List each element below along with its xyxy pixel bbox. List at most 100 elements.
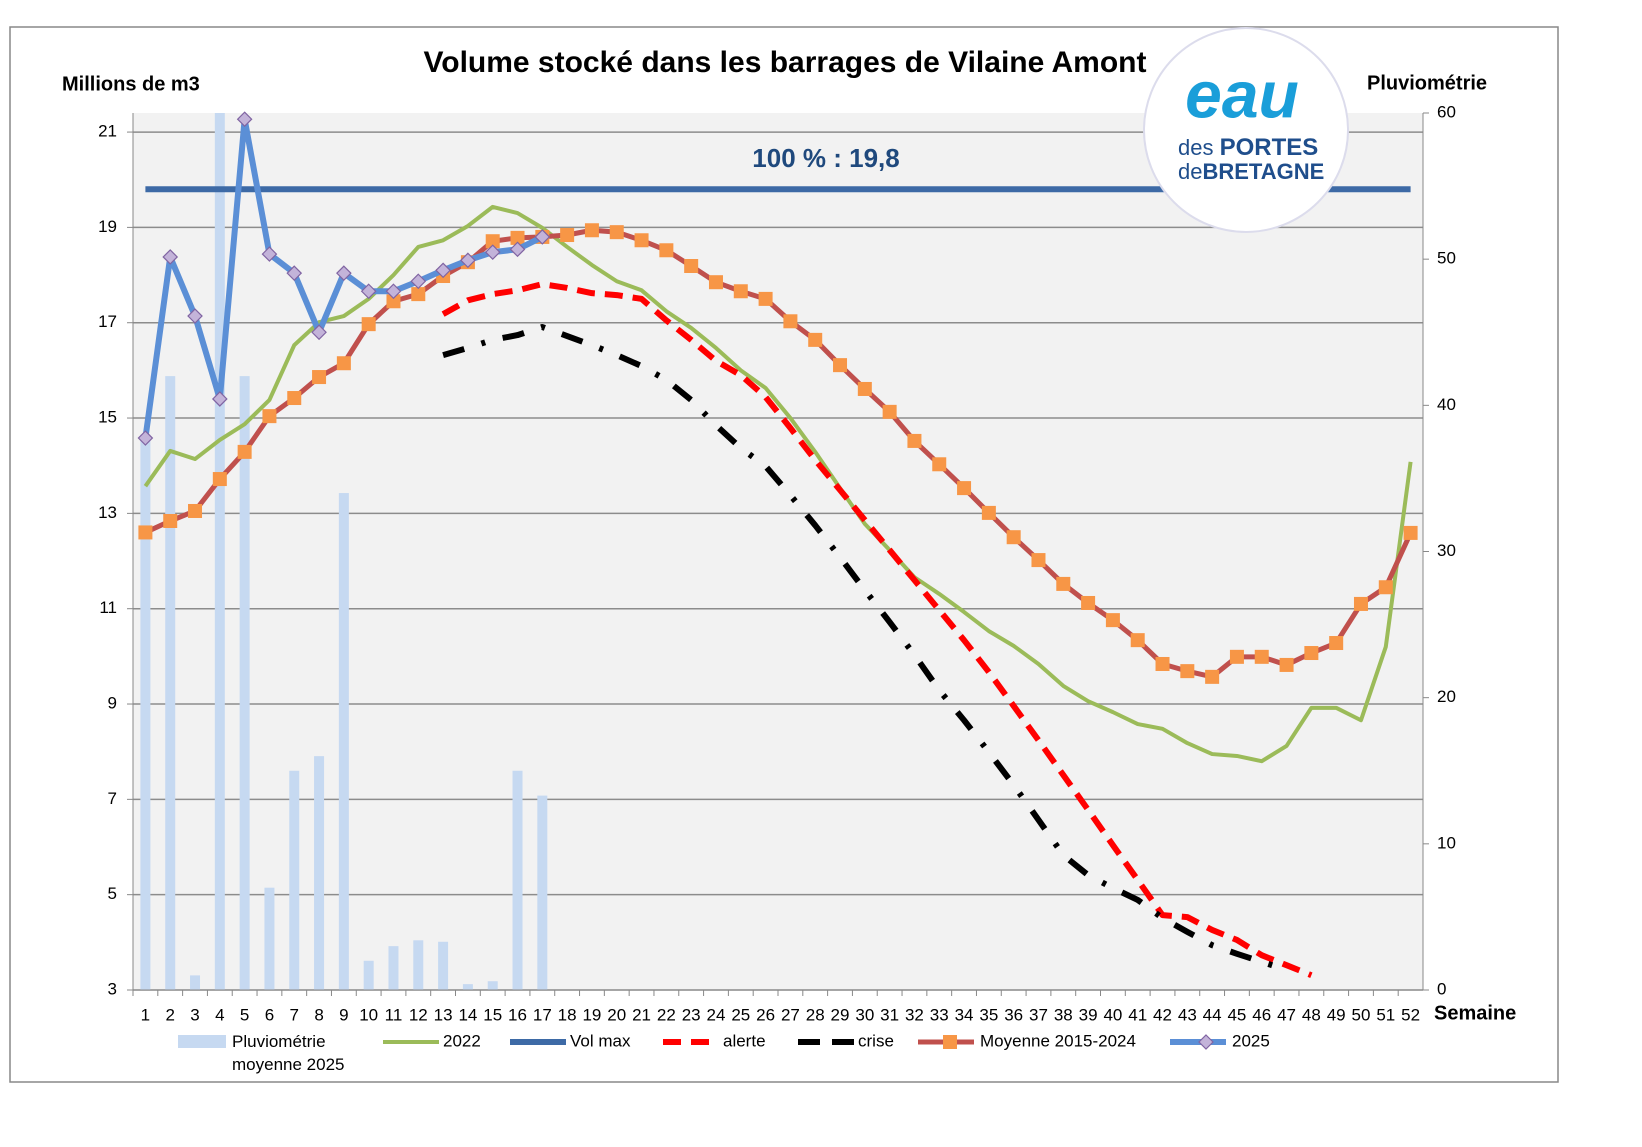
marker [907,433,922,448]
marker [336,356,351,371]
bar [512,770,523,990]
legend-label: Pluviométrie moyenne 2025 [232,1032,345,1074]
x-tick-label: 35 [979,1005,998,1024]
marker [634,233,649,248]
annotation: 100 % : 19,8 [752,143,899,173]
logo-circle [1143,27,1349,233]
x-tick-label: 5 [240,1005,249,1024]
marker [1155,656,1170,671]
marker [560,228,575,243]
marker [137,430,154,446]
x-tick-label: 45 [1227,1005,1246,1024]
x-tick-label: 51 [1376,1005,1395,1024]
marker [1229,649,1244,664]
marker [411,287,426,302]
marker [261,246,278,262]
marker [187,308,203,324]
x-tick-label: 14 [458,1005,477,1024]
y-tick-label: 7 [108,789,117,808]
marker [410,273,427,290]
logo-text: deBRETAGNE [1178,159,1324,184]
x-tick-label: 24 [707,1005,726,1024]
bar [338,493,349,990]
marker [237,444,252,459]
marker [460,252,476,269]
x-tick-label: 20 [607,1005,626,1024]
marker [1081,595,1096,610]
x-tick-label: 48 [1302,1005,1321,1024]
y-tick-label: 11 [99,598,117,617]
x-tick-label: 43 [1178,1005,1197,1024]
x-tick-label: 44 [1203,1005,1222,1024]
marker [882,404,897,419]
x-tick-label: 29 [831,1005,850,1024]
marker [162,249,179,265]
legend-label-box: Pluviométrie moyenne 2025 [232,1032,345,1074]
marker [981,505,996,520]
marker [312,370,327,385]
bar [165,376,176,990]
y2-tick-label: 40 [1437,395,1456,414]
y-tick-label: 17 [98,312,117,331]
x-tick-label: 23 [682,1005,701,1024]
marker [808,332,823,347]
y-tick-label: 9 [108,694,117,713]
marker [584,223,599,238]
x-tick-label: 30 [855,1005,874,1024]
marker [1130,633,1145,648]
bar [314,756,325,990]
bar [537,795,548,990]
x-axis-title: Semaine [1434,1002,1516,1024]
logo-text: des PORTES [1178,134,1318,161]
x-tick-label: 33 [930,1005,949,1024]
logo-word: BRETAGNE [1202,159,1324,184]
marker [510,230,525,245]
x-tick-label: 3 [190,1005,199,1024]
x-tick-label: 28 [806,1005,825,1024]
x-tick-label: 7 [290,1005,299,1024]
logo-word: de [1178,159,1202,184]
bar [239,376,250,990]
x-tick-label: 9 [339,1005,348,1024]
bar [413,940,424,990]
marker [211,391,228,407]
legend: Pluviométrie moyenne 2025 2022 Vol max aler… [178,1031,1270,1074]
x-tick-label: 26 [756,1005,775,1024]
marker [386,294,401,309]
marker [1279,657,1294,672]
marker [1304,646,1319,661]
marker [360,283,377,300]
legend-label: Vol max [570,1031,631,1050]
x-tick-label: 42 [1153,1005,1172,1024]
y-axis-title: Millions de m3 [62,73,200,95]
bar [487,981,498,990]
marker [857,381,872,396]
bar [140,434,151,990]
x-tick-label: 2 [165,1005,174,1024]
marker [708,275,723,290]
marker [1403,525,1418,540]
x-tick-label: 47 [1277,1005,1296,1024]
y2-tick-label: 0 [1437,979,1446,998]
x-tick-label: 41 [1128,1005,1147,1024]
x-tick-label: 39 [1079,1005,1098,1024]
marker [1180,664,1195,679]
y-tick-label: 15 [98,408,117,427]
marker [783,314,798,329]
x-tick-label: 27 [781,1005,800,1024]
bar [214,113,225,990]
y-tick-label: 21 [98,122,117,141]
marker [684,258,699,273]
line-5 [144,227,1413,680]
logo-word: des [1178,135,1213,160]
x-tick-label: 22 [657,1005,676,1024]
legend-label: Moyenne 2015-2024 [980,1031,1136,1050]
marker [138,525,153,540]
marker [1254,649,1269,664]
marker [943,1035,957,1049]
logo-word: PORTES [1220,134,1319,161]
x-tick-label: 15 [483,1005,502,1024]
marker [833,358,848,373]
marker [1031,553,1046,568]
marker [435,262,451,279]
